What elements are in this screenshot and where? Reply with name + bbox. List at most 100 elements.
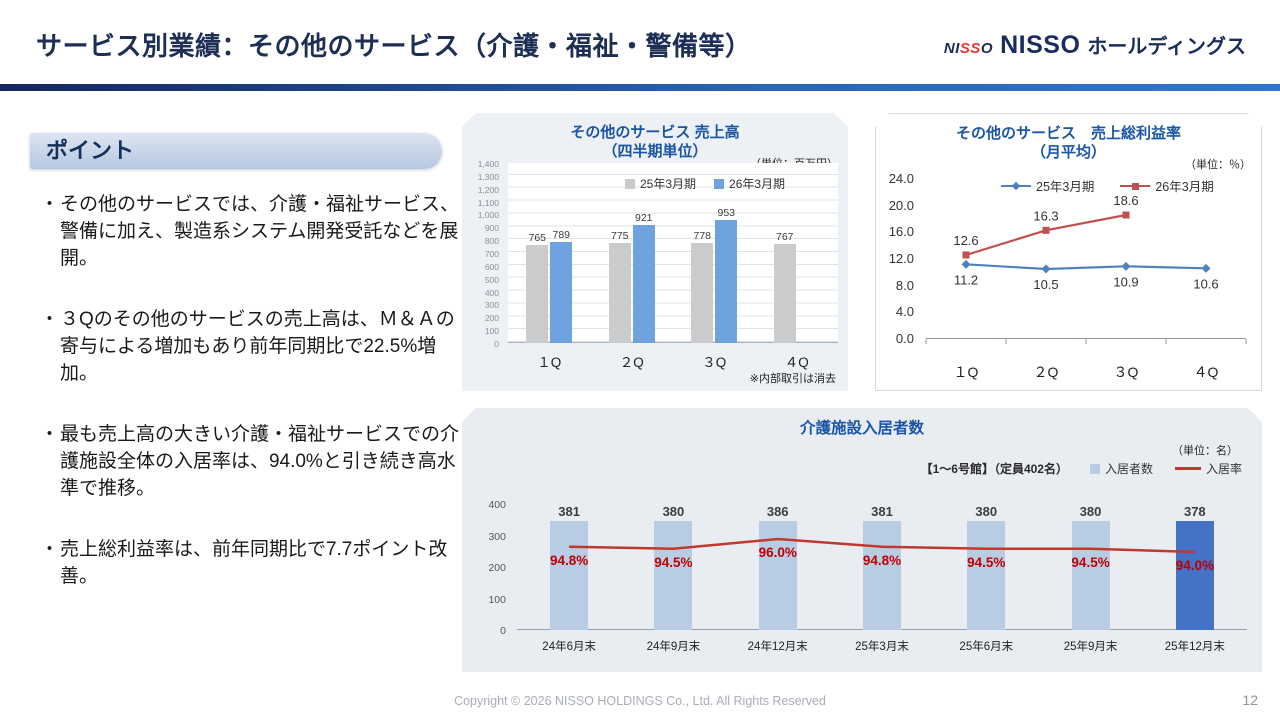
point-item: ３Qのその他のサービスの売上高は、Ｍ＆Ａの寄与による増加もあり前年同期比で22.… (40, 307, 464, 388)
legend-label: 26年3月期 (1155, 180, 1214, 194)
legend-label: 入居率 (1205, 462, 1242, 476)
bar (1072, 521, 1110, 630)
y-tick: 12.0 (888, 251, 914, 266)
y-tick: 800 (484, 236, 499, 247)
margin-line-svg: 11.2 10.5 10.9 10.6 12.6 16.3 18.6 (926, 179, 1246, 351)
svg-text:94.5%: 94.5% (654, 555, 692, 570)
sales-chart-title: その他のサービス 売上高 (570, 124, 740, 141)
sales-footnote: ※内部取引は消去 (749, 373, 836, 385)
svg-text:16.3: 16.3 (1033, 208, 1058, 223)
bar (550, 242, 572, 343)
bar-slot: 953 (715, 207, 737, 343)
margin-chart-subtitle: （月平均） (1030, 144, 1106, 161)
legend-label: 入居者数 (1104, 462, 1153, 476)
bar-value-label: 380 (1079, 504, 1102, 519)
y-tick: 8.0 (895, 277, 914, 293)
legend-line-square-icon (1120, 181, 1150, 191)
y-tick: 1,100 (477, 197, 499, 208)
sales-yticks: 1,400 1,300 1,200 1,100 1,000 900 800 700 600 500… (462, 163, 504, 343)
occupancy-chart-title: 介護施設入居者数 (799, 420, 924, 437)
bar-group: 767 (756, 163, 839, 343)
svg-text:10.6: 10.6 (1193, 276, 1218, 291)
legend-item: 26年3月期 (1120, 176, 1213, 195)
occupancy-unit-note: （単位：名） (1172, 445, 1238, 457)
x-label: １Q (537, 355, 562, 370)
bar-slot: 767 (774, 231, 796, 343)
logo-name: NISSO (1000, 31, 1081, 59)
y-tick: 200 (488, 562, 506, 574)
legend-line-diamond-icon (1001, 181, 1031, 191)
occupancy-line-svg: 94.8% 94.5% 96.0% 94.8% 94.5% 94.5% 94.0% (517, 504, 1247, 630)
bar-value-label: 378 (1183, 504, 1206, 519)
bar-value-label: 778 (693, 229, 712, 242)
bar (1176, 521, 1214, 630)
bar (550, 521, 588, 630)
x-label: ３Q (702, 355, 727, 370)
svg-text:10.5: 10.5 (1033, 277, 1058, 292)
logo-mark-icon: NISSO (943, 40, 994, 57)
bar-slot: 380 (1038, 504, 1142, 630)
svg-text:96.0%: 96.0% (759, 545, 797, 560)
bar-value-label: 380 (662, 504, 685, 519)
x-label: １Q (953, 364, 979, 380)
bar-slot: 921 (633, 212, 655, 343)
y-tick: 0 (500, 625, 506, 637)
x-label: 25年6月末 (959, 641, 1014, 653)
copyright: Copyright © 2026 NISSO HOLDINGS Co., Ltd… (454, 694, 826, 708)
y-tick: 400 (488, 499, 506, 511)
legend-swatch-gray (625, 179, 635, 189)
y-tick: 4.0 (895, 304, 914, 320)
bar-slot: 775 (609, 230, 631, 343)
margin-chart-panel: その他のサービス 売上総利益率 （月平均） （単位：％） 25年3月期 26年3… (875, 113, 1262, 391)
y-tick: 700 (484, 249, 499, 259)
y-tick: 900 (484, 223, 499, 234)
legend-swatch-blue (714, 179, 724, 189)
logo-suffix: ホールディングス (1087, 36, 1246, 58)
legend-item: 入居者数 (1090, 460, 1153, 477)
y-tick: 1,400 (477, 159, 499, 169)
legend-label: 26年3月期 (729, 177, 786, 191)
bar (863, 521, 901, 630)
x-label: ３Q (1113, 364, 1139, 380)
svg-text:18.6: 18.6 (1113, 193, 1138, 208)
y-tick: 200 (484, 313, 499, 324)
x-label: 24年9月末 (646, 641, 701, 653)
svg-text:12.6: 12.6 (953, 233, 978, 248)
svg-text:11.2: 11.2 (954, 272, 978, 287)
sales-chart-subtitle: （四半期単位） (602, 143, 708, 160)
sales-legend: 25年3月期 26年3月期 (625, 175, 785, 192)
margin-yticks: 24.0 20.0 16.0 12.0 8.0 4.0 0.0 (876, 179, 920, 339)
margin-chart-title: その他のサービス 売上総利益率 (955, 125, 1181, 142)
points-list: その他のサービスでは、介護・福祉サービス、警備に加え、製造系システム開発受託など… (40, 192, 464, 625)
occupancy-groups: 381 380 386 381 380 380 378 (517, 504, 1247, 630)
y-tick: 300 (488, 530, 506, 543)
legend-item: 26年3月期 (714, 175, 785, 192)
y-tick: 16.0 (888, 224, 914, 240)
svg-text:94.8%: 94.8% (550, 553, 588, 568)
legend-item: 入居率 (1175, 460, 1242, 477)
bar-slot: 381 (517, 504, 621, 630)
bar (715, 220, 737, 343)
x-label: 25年3月末 (855, 641, 909, 653)
bar (526, 245, 548, 343)
y-tick: 100 (484, 326, 499, 337)
y-tick: 24.0 (888, 171, 914, 186)
bar-value-label: 380 (975, 504, 998, 519)
margin-legend: 25年3月期 26年3月期 (1001, 176, 1214, 195)
margin-unit-note: （単位：％） (1185, 159, 1251, 171)
bar (967, 521, 1005, 630)
bar (691, 243, 713, 343)
bar-group: 765 789 (508, 163, 591, 343)
bar-slot: 381 (830, 504, 934, 630)
building-note: 【1～6号館】（定員402名） (920, 462, 1068, 476)
svg-text:94.8%: 94.8% (863, 553, 901, 568)
bar-value-label: 953 (717, 207, 736, 220)
y-tick: 1,300 (477, 171, 499, 182)
y-tick: 0 (494, 339, 499, 349)
x-label: ４Q (1193, 364, 1219, 380)
bar-value-label: 381 (558, 504, 580, 519)
page-number: 12 (1242, 692, 1258, 708)
bar (654, 521, 692, 630)
svg-text:10.9: 10.9 (1113, 274, 1138, 289)
